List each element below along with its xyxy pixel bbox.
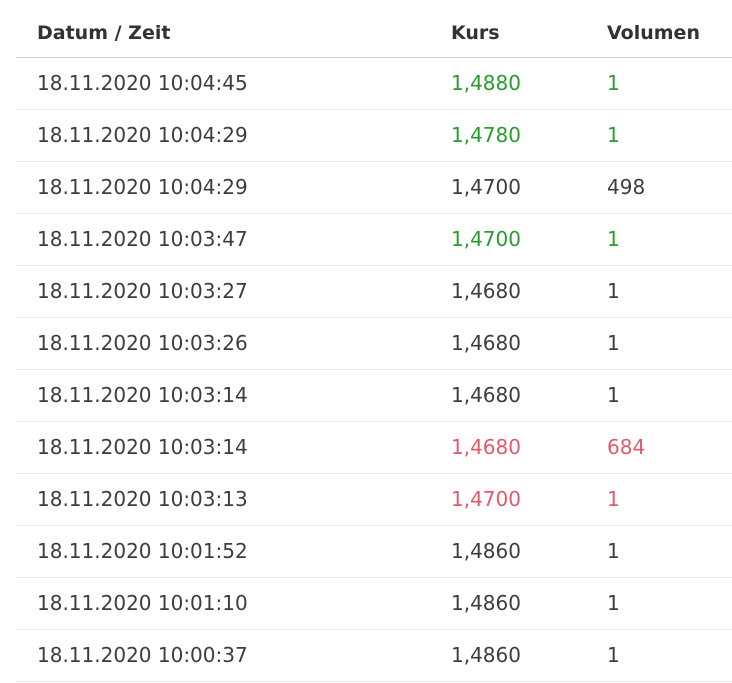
cell-volumen: 1 [607, 71, 620, 95]
cell-kurs: 1,4700 [451, 487, 521, 511]
cell-kurs: 1,4860 [451, 539, 521, 563]
cell-datetime: 18.11.2020 10:04:29 [37, 175, 248, 199]
column-header-volumen[interactable]: Volumen [607, 22, 700, 44]
cell-kurs: 1,4700 [451, 175, 521, 199]
table-row: 18.11.2020 10:04:45 1,4880 1 [16, 58, 732, 110]
cell-datetime: 18.11.2020 10:03:26 [37, 331, 248, 355]
cell-datetime: 18.11.2020 10:03:27 [37, 279, 248, 303]
cell-kurs: 1,4860 [451, 643, 521, 667]
table-row: 18.11.2020 10:03:27 1,4680 1 [16, 266, 732, 318]
cell-volumen: 1 [607, 539, 620, 563]
cell-datetime: 18.11.2020 10:01:52 [37, 539, 248, 563]
cell-kurs: 1,4700 [451, 227, 521, 251]
cell-kurs: 1,4780 [451, 123, 521, 147]
cell-kurs: 1,4680 [451, 331, 521, 355]
table-row: 18.11.2020 10:03:14 1,4680 684 [16, 422, 732, 474]
table-row: 18.11.2020 10:01:10 1,4860 1 [16, 578, 732, 630]
table-row: 18.11.2020 10:04:29 1,4780 1 [16, 110, 732, 162]
table-row: 18.11.2020 10:04:29 1,4700 498 [16, 162, 732, 214]
table-row: 18.11.2020 10:03:26 1,4680 1 [16, 318, 732, 370]
cell-kurs: 1,4860 [451, 591, 521, 615]
cell-datetime: 18.11.2020 10:01:10 [37, 591, 248, 615]
table-row: 18.11.2020 10:01:52 1,4860 1 [16, 526, 732, 578]
cell-volumen: 1 [607, 383, 620, 407]
cell-volumen: 1 [607, 643, 620, 667]
cell-datetime: 18.11.2020 10:03:13 [37, 487, 248, 511]
cell-volumen: 684 [607, 435, 646, 459]
table-header: Datum / Zeit Kurs Volumen [16, 6, 732, 58]
cell-volumen: 498 [607, 175, 646, 199]
cell-volumen: 1 [607, 591, 620, 615]
table-row: 18.11.2020 10:03:13 1,4700 1 [16, 474, 732, 526]
column-header-kurs[interactable]: Kurs [451, 22, 500, 44]
cell-kurs: 1,4680 [451, 279, 521, 303]
table-row: 18.11.2020 10:03:47 1,4700 1 [16, 214, 732, 266]
cell-kurs: 1,4680 [451, 383, 521, 407]
cell-datetime: 18.11.2020 10:03:47 [37, 227, 248, 251]
cell-datetime: 18.11.2020 10:00:37 [37, 643, 248, 667]
cell-volumen: 1 [607, 279, 620, 303]
cell-datetime: 18.11.2020 10:03:14 [37, 435, 248, 459]
cell-volumen: 1 [607, 227, 620, 251]
cell-kurs: 1,4880 [451, 71, 521, 95]
cell-datetime: 18.11.2020 10:04:29 [37, 123, 248, 147]
cell-kurs: 1,4680 [451, 435, 521, 459]
table-row: 18.11.2020 10:00:37 1,4860 1 [16, 630, 732, 682]
column-header-datetime[interactable]: Datum / Zeit [37, 22, 171, 44]
cell-datetime: 18.11.2020 10:04:45 [37, 71, 248, 95]
cell-volumen: 1 [607, 331, 620, 355]
cell-volumen: 1 [607, 123, 620, 147]
cell-volumen: 1 [607, 487, 620, 511]
table-row: 18.11.2020 10:03:14 1,4680 1 [16, 370, 732, 422]
cell-datetime: 18.11.2020 10:03:14 [37, 383, 248, 407]
trades-table: Datum / Zeit Kurs Volumen 18.11.2020 10:… [16, 6, 732, 682]
